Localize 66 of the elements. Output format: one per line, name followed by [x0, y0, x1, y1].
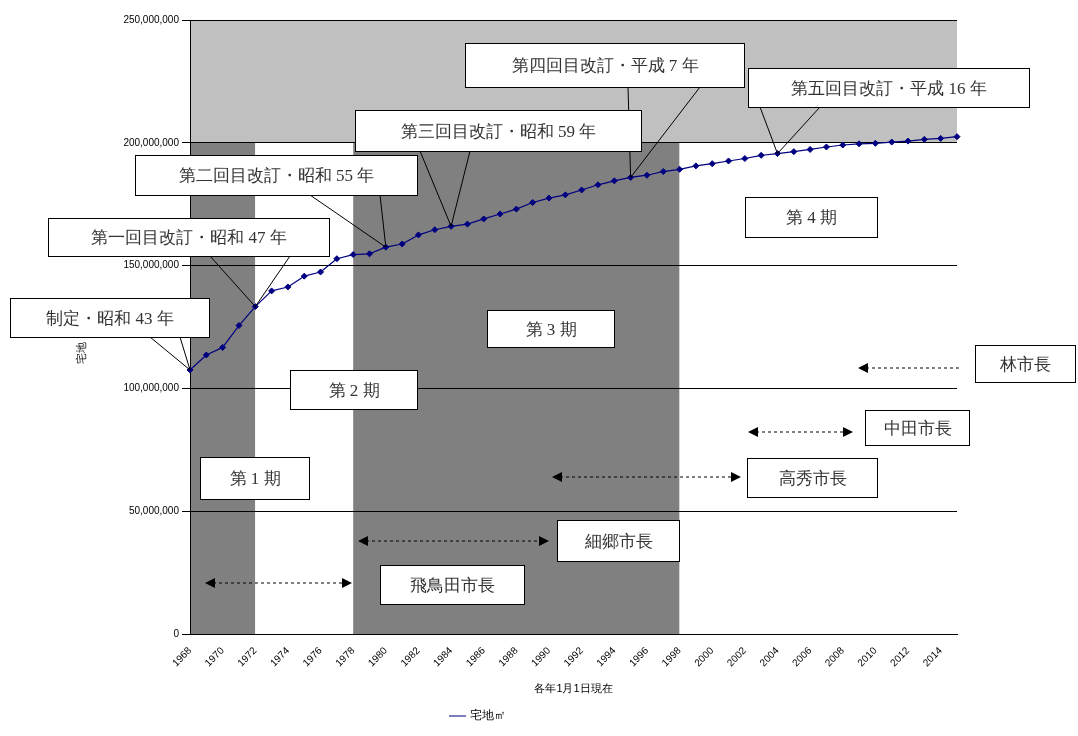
point — [594, 181, 602, 189]
point — [741, 155, 749, 163]
point — [904, 137, 912, 145]
point — [268, 287, 276, 295]
point — [349, 251, 357, 259]
point — [888, 138, 896, 146]
point — [953, 133, 961, 141]
point — [431, 226, 439, 234]
point — [463, 220, 471, 228]
label-box: 第三回目改訂・昭和 59 年 — [355, 110, 642, 152]
point — [512, 205, 520, 213]
y-tick-label: 0 — [173, 627, 180, 639]
label-box: 第四回目改訂・平成 7 年 — [465, 43, 745, 88]
y-tick-label: 50,000,000 — [128, 504, 180, 516]
label-box: 制定・昭和 43 年 — [10, 298, 210, 338]
point — [676, 165, 684, 173]
label-box: 中田市長 — [865, 410, 970, 446]
label-box: 第 1 期 — [200, 457, 310, 500]
label-box: 第一回目改訂・昭和 47 年 — [48, 218, 330, 257]
point — [398, 240, 406, 248]
point — [545, 194, 553, 202]
point — [725, 157, 733, 165]
point — [219, 343, 227, 351]
y-tick-label: 150,000,000 — [123, 259, 180, 271]
point — [202, 351, 210, 359]
point — [806, 145, 814, 153]
label-box: 第二回目改訂・昭和 55 年 — [135, 155, 418, 196]
point — [561, 191, 569, 199]
point — [366, 250, 374, 258]
label-box: 第 3 期 — [487, 310, 615, 348]
point — [790, 148, 798, 156]
y-tick-label: 200,000,000 — [123, 136, 180, 148]
point — [937, 134, 945, 142]
point — [480, 215, 488, 223]
y-axis-title: 宅地 — [73, 341, 88, 364]
point — [692, 162, 700, 170]
y-tick-label: 100,000,000 — [123, 382, 180, 394]
point — [610, 177, 618, 185]
point — [708, 160, 716, 168]
point — [659, 168, 667, 176]
point — [414, 231, 422, 239]
label-box: 細郷市長 — [557, 520, 680, 562]
label-box: 第 4 期 — [745, 197, 878, 238]
point — [284, 283, 292, 291]
point — [235, 322, 243, 330]
label-box: 第 2 期 — [290, 370, 418, 410]
label-box: 第五回目改訂・平成 16 年 — [748, 68, 1030, 108]
label-box: 林市長 — [975, 345, 1076, 383]
point — [757, 151, 765, 159]
point — [333, 255, 341, 263]
legend-label: 宅地㎡ — [469, 708, 506, 723]
label-box: 高秀市長 — [747, 458, 878, 498]
point — [920, 135, 928, 143]
point — [839, 141, 847, 149]
point — [855, 140, 863, 148]
point — [643, 171, 651, 179]
point — [317, 268, 325, 276]
point — [578, 186, 586, 194]
x-axis-title: 各年1月1日現在 — [534, 682, 613, 695]
y-tick-label: 250,000,000 — [123, 13, 180, 25]
label-box: 飛鳥田市長 — [380, 565, 525, 605]
point — [496, 210, 504, 218]
point — [529, 198, 537, 206]
point — [871, 139, 879, 147]
point — [822, 143, 830, 151]
point — [300, 272, 308, 280]
